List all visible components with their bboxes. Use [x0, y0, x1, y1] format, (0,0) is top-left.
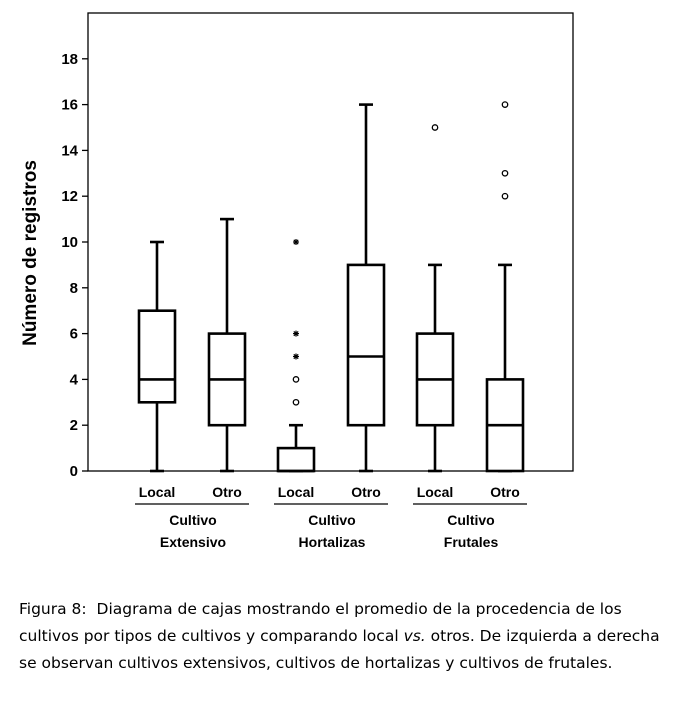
y-axis-title: Número de registros: [20, 160, 41, 346]
caption-label: Figura 8: [19, 600, 82, 618]
box-4: [346, 103, 386, 473]
iqr-box: [346, 263, 386, 427]
box-1: [137, 240, 177, 473]
y-tick-label: 2: [70, 417, 78, 434]
outlier-point: [501, 101, 509, 108]
x-category-label: Otro: [212, 484, 242, 500]
y-tick-label: 18: [61, 51, 78, 68]
y-tick-label: 8: [70, 280, 78, 297]
x-category-label: Local: [139, 484, 176, 500]
y-tick-label: 14: [61, 142, 78, 159]
group-label-line1: Cultivo: [447, 512, 494, 528]
extreme-point-stroke: [293, 239, 299, 245]
box-6: [485, 101, 525, 473]
y-tick-label: 0: [70, 463, 78, 480]
y-tick-label: 12: [61, 188, 78, 205]
x-axis: Local Otro Local Otro Local Otro Cultivo Extens…: [135, 484, 527, 550]
group-label-line2: Frutales: [444, 534, 499, 550]
iqr-box: [137, 309, 177, 404]
y-tick-label: 10: [61, 234, 78, 251]
boxes: [137, 101, 525, 473]
box-2: [207, 217, 247, 473]
outlier-point: [501, 169, 509, 177]
boxplot-chart: 0 2 4 6 8 10 12 14 16 18 Local Otro Local Otro Local O…: [20, 12, 574, 550]
outlier-point: [431, 124, 439, 131]
iqr-box: [276, 446, 316, 473]
caption-text-part1: Diagrama de cajas mostrando el promedio …: [19, 600, 622, 645]
box-3: [276, 239, 316, 473]
group-label-line2: Extensivo: [160, 534, 226, 550]
x-category-label: Local: [278, 484, 315, 500]
y-axis: 0 2 4 6 8 10 12 14 16 18: [61, 51, 88, 480]
group-label-line2: Hortalizas: [299, 534, 366, 550]
outlier-point: [501, 192, 509, 200]
x-category-label: Local: [417, 484, 454, 500]
extreme-point: [293, 239, 299, 245]
group-label-line1: Cultivo: [308, 512, 355, 528]
caption-vs: vs.: [403, 627, 426, 645]
x-category-label: Otro: [351, 484, 381, 500]
extreme-point-stroke: [293, 353, 299, 360]
group-label-line1: Cultivo: [169, 512, 216, 528]
box-5: [415, 124, 455, 473]
extreme-point-stroke: [293, 330, 299, 337]
y-tick-label: 4: [70, 371, 79, 388]
x-category-label: Otro: [490, 484, 520, 500]
outlier-point: [292, 398, 300, 406]
extreme-point: [293, 330, 299, 337]
extreme-point: [293, 353, 299, 360]
caption-text-part2: otros. De izquierda a derecha se observa…: [19, 627, 660, 672]
y-tick-label: 16: [61, 97, 78, 114]
caption-separator: :: [81, 600, 87, 618]
y-tick-label: 6: [70, 326, 78, 343]
figure-caption: Figura 8: Diagrama de cajas mostrando el…: [19, 596, 679, 677]
outlier-point: [292, 376, 300, 383]
